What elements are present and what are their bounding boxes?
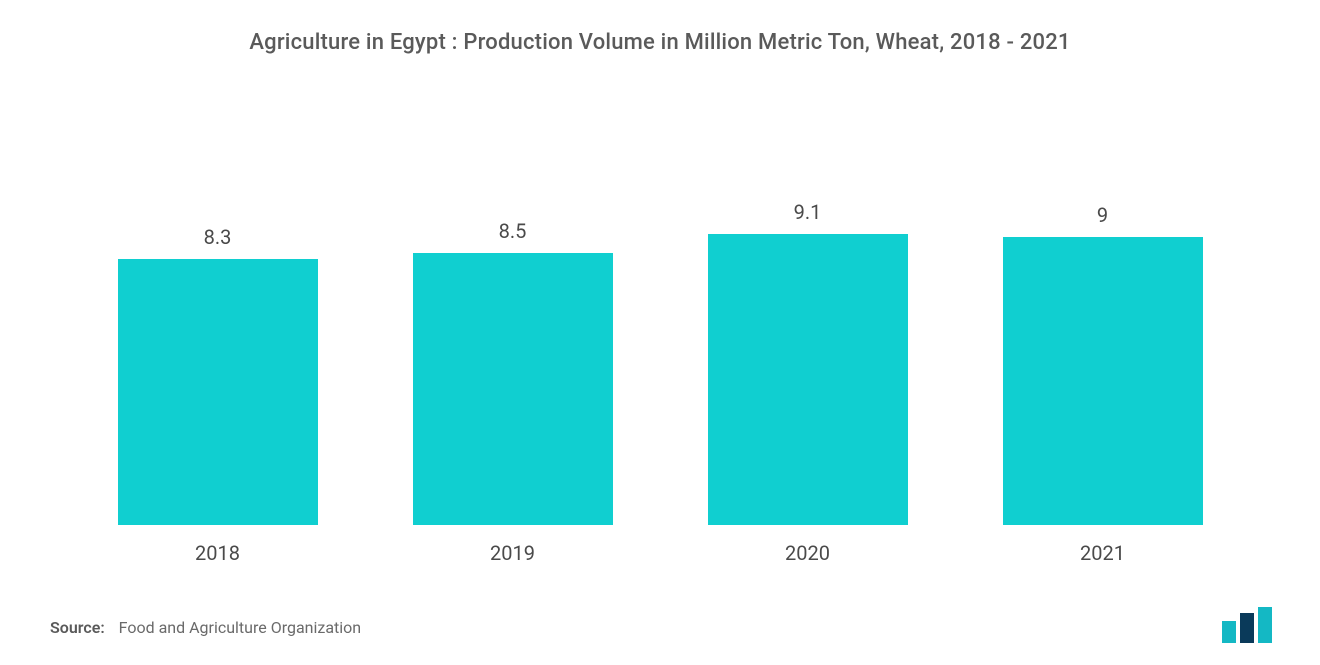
- bar-category-label: 2018: [195, 541, 240, 565]
- bar-category-label: 2019: [490, 541, 535, 565]
- bar-category-label: 2021: [1080, 541, 1125, 565]
- bar-value-label: 9: [1097, 203, 1108, 227]
- chart-title: Agriculture in Egypt : Production Volume…: [50, 30, 1270, 55]
- source-footer: Source: Food and Agriculture Organizatio…: [50, 618, 361, 637]
- logo-bar-3-icon: [1258, 607, 1272, 643]
- source-text: Food and Agriculture Organization: [119, 618, 361, 637]
- bar: [118, 259, 318, 525]
- brand-logo: [1222, 607, 1280, 643]
- bar-value-label: 8.5: [499, 219, 527, 243]
- bar-category-label: 2020: [785, 541, 830, 565]
- bar: [708, 234, 908, 525]
- logo-bar-1-icon: [1222, 621, 1236, 643]
- plot-area: 8.3 2018 8.5 2019 9.1 2020 9 2021: [50, 95, 1270, 565]
- bar-group: 8.3 2018: [88, 95, 348, 565]
- bar-value-label: 8.3: [204, 225, 232, 249]
- chart-container: Agriculture in Egypt : Production Volume…: [0, 0, 1320, 665]
- bar-group: 9 2021: [973, 95, 1233, 565]
- bar: [1003, 237, 1203, 525]
- logo-bar-2-icon: [1240, 613, 1254, 643]
- bar-value-label: 9.1: [794, 200, 822, 224]
- bar-group: 9.1 2020: [678, 95, 938, 565]
- bar: [413, 253, 613, 525]
- bar-group: 8.5 2019: [383, 95, 643, 565]
- source-label: Source:: [50, 618, 105, 637]
